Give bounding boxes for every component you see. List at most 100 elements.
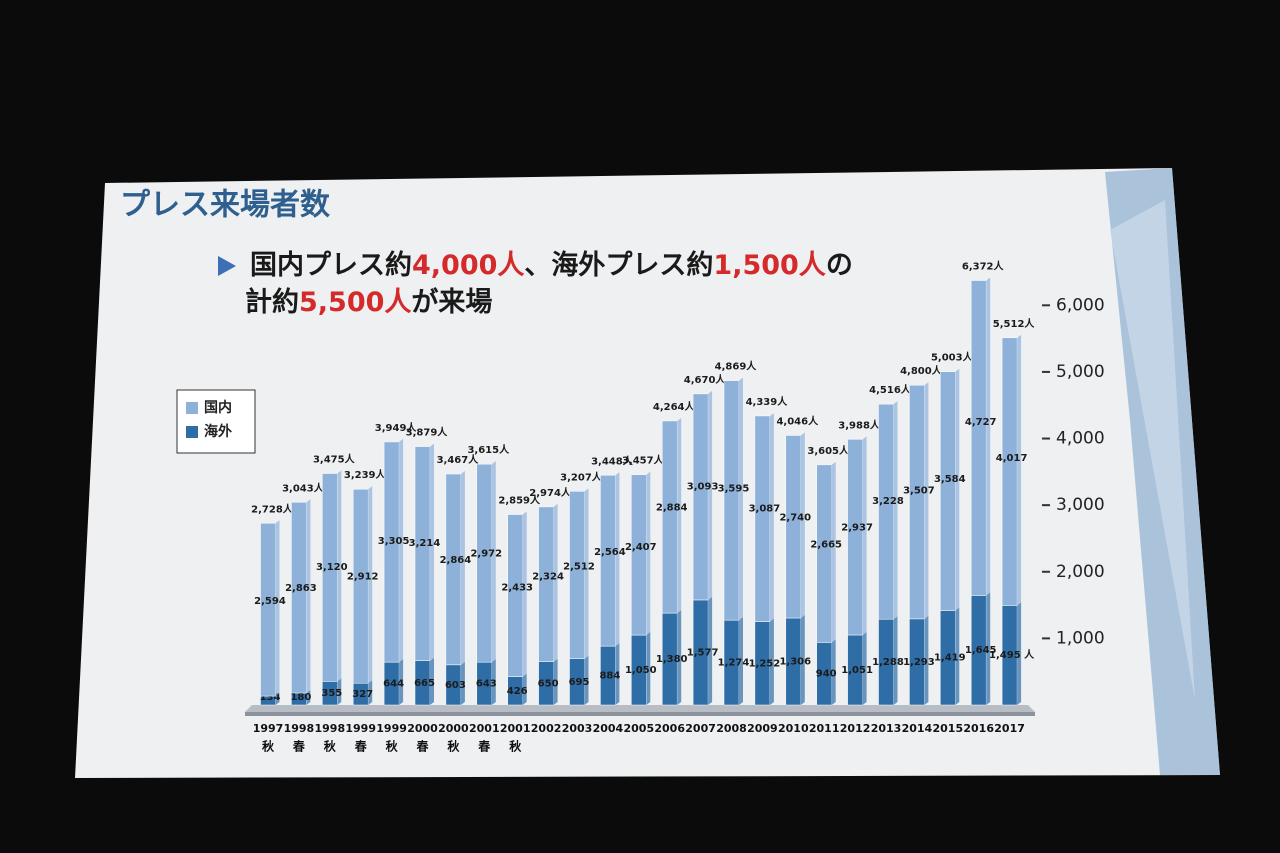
value-label: 643	[476, 679, 497, 690]
value-label: 2,407	[625, 542, 657, 553]
bar-side	[769, 412, 774, 622]
bar-side	[893, 616, 898, 705]
bar-segment	[352, 488, 369, 684]
bar-segment	[260, 523, 276, 697]
bar-segment	[569, 491, 585, 659]
chart-floor	[245, 712, 1035, 716]
bar-segment	[847, 439, 863, 636]
total-label: 4,800人	[900, 364, 943, 377]
bar-side	[677, 417, 682, 614]
x-tick-label: 2014	[902, 722, 933, 735]
value-label: 1,252	[749, 658, 781, 669]
x-tick-label: 2000	[407, 722, 438, 735]
total-label: 3,448人	[591, 454, 634, 467]
bar-side	[275, 520, 280, 697]
x-tick-label: 2006	[654, 722, 685, 735]
total-label: 3,605人	[807, 444, 850, 457]
value-label: 1,419	[934, 653, 966, 664]
x-tick-label: 2012	[840, 722, 871, 735]
x-tick-label: 2011	[809, 722, 840, 735]
total-label: 3,615人	[467, 443, 510, 456]
bar-side	[522, 511, 527, 677]
value-label: 3,087	[749, 503, 781, 514]
value-label: 884	[599, 671, 620, 682]
total-label: 3,207人	[560, 470, 603, 483]
value-label: 3,305	[378, 536, 410, 547]
bar-side	[460, 661, 465, 705]
total-label: 5,003人	[931, 351, 974, 364]
bar-side	[615, 643, 620, 705]
bar-segment	[785, 435, 802, 619]
bar-side	[862, 631, 867, 705]
value-label: 2,864	[440, 555, 472, 566]
total-label: 3,949人	[375, 421, 418, 434]
total-label: 4,339人	[746, 395, 789, 408]
x-tick-label: 1997	[253, 722, 284, 735]
bar-side	[708, 596, 713, 705]
value-label: 1,306	[779, 657, 811, 668]
headline: 計約5,500人が来場	[245, 286, 492, 318]
value-label: 2,594	[254, 596, 286, 607]
x-tick-season: 春	[354, 739, 368, 754]
bar-segment	[661, 420, 678, 614]
value-label: 1,645	[965, 645, 997, 656]
headline-segment: が来場	[411, 286, 492, 318]
value-label: 327	[352, 689, 373, 700]
total-label: 5,512人	[993, 317, 1036, 330]
bar-side	[430, 657, 434, 705]
bar-segment	[445, 473, 462, 666]
x-tick-season: 春	[292, 739, 306, 754]
total-label: 3,457人	[622, 454, 665, 467]
bar-side	[1017, 602, 1022, 705]
total-label: 4,046人	[776, 414, 819, 427]
x-tick-season: 秋	[324, 739, 337, 754]
bar-side	[924, 382, 929, 619]
legend-label: 海外	[204, 423, 232, 440]
bar-side	[769, 618, 774, 705]
headline-segment: 5,500人	[299, 287, 411, 318]
bar-segment	[909, 384, 925, 620]
value-label: 4,017	[996, 453, 1028, 464]
bar-segment	[754, 415, 771, 622]
bar-side	[553, 658, 558, 705]
value-label: 2,665	[810, 540, 842, 551]
total-label: 4,516人	[869, 383, 912, 396]
value-label: 1,288	[872, 657, 904, 668]
x-tick-label: 1999	[376, 722, 407, 735]
bar-segment	[383, 441, 400, 663]
bar-segment	[970, 280, 987, 596]
bar-side	[460, 471, 465, 665]
x-tick-season: 秋	[386, 739, 399, 754]
value-label: 180	[290, 692, 311, 703]
value-label: 1,293	[903, 657, 935, 668]
value-label: 3,214	[409, 538, 441, 549]
bar-side	[1017, 334, 1022, 606]
value-label: 2,433	[501, 582, 533, 593]
headline-segment: 、海外プレス約	[524, 249, 713, 281]
value-label: 3,507	[903, 485, 935, 496]
value-label: 1,051	[841, 665, 873, 676]
x-tick-label: 2016	[963, 722, 994, 735]
total-label: 3,475人	[313, 453, 356, 466]
bar-side	[399, 438, 404, 663]
bar-side	[677, 610, 682, 705]
y-tick-label: 3,000	[1056, 495, 1105, 515]
total-label: 4,869人	[715, 360, 758, 373]
bar-side	[306, 690, 311, 705]
slide-decoration	[1110, 200, 1195, 700]
x-tick-label: 2003	[562, 722, 593, 735]
x-tick-label: 2002	[531, 722, 562, 735]
value-label: 644	[383, 679, 404, 690]
value-label: 2,937	[841, 522, 873, 533]
value-label: 3,584	[934, 474, 966, 485]
bar-side	[800, 615, 805, 705]
value-label: 2,512	[563, 562, 595, 573]
value-label: 355	[321, 688, 342, 699]
x-tick-label: 2010	[778, 722, 809, 735]
y-tick-label: 6,000	[1056, 295, 1105, 315]
value-label: 665	[414, 678, 435, 689]
bar-segment	[507, 514, 523, 677]
headline-segment: 計約	[245, 286, 299, 318]
value-label: 2,564	[594, 547, 626, 558]
